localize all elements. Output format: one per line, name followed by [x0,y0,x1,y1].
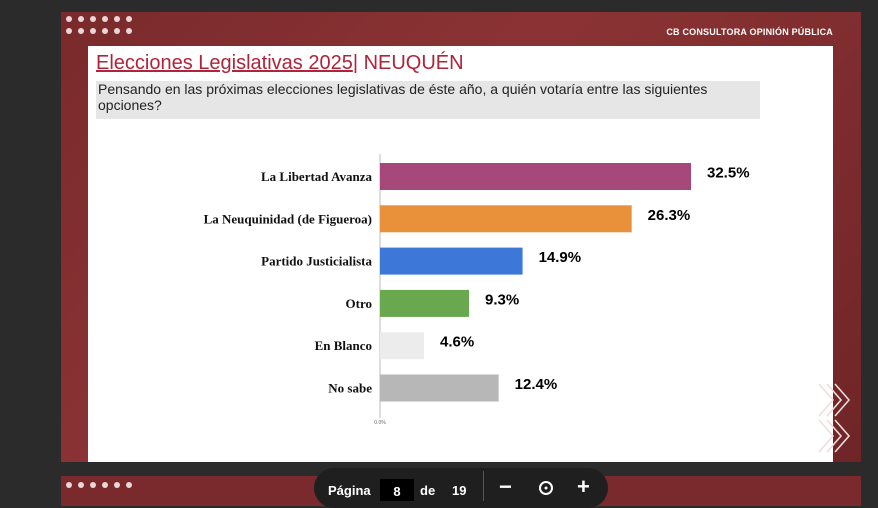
page-title: Elecciones Legislativas 2025| NEUQUÉN [96,52,464,75]
zoom-in-icon[interactable]: + [577,474,590,499]
category-label: Otro [346,296,372,311]
decorative-dots [66,16,132,34]
bar-4 [380,332,425,360]
page-label: Página [328,483,371,498]
slide: CB CONSULTORA OPINIÓN PÚBLICA Elecciones… [61,12,861,462]
category-label: La Neuquinidad (de Figueroa) [204,211,372,226]
category-label: Partido Justicialista [261,254,372,269]
category-label: No sabe [328,381,372,396]
brand-label: CB CONSULTORA OPINIÓN PÚBLICA [666,27,833,37]
value-label: 26.3% [648,207,691,224]
bar-5 [380,374,499,402]
value-label: 12.4% [515,376,558,393]
content-card: Elecciones Legislativas 2025| NEUQUÉN Pe… [88,46,833,462]
page-number-input[interactable]: 8 [380,479,414,501]
title-region: | NEUQUÉN [352,52,464,74]
category-label: La Libertad Avanza [261,169,372,184]
zoom-fit-icon[interactable] [538,478,554,500]
decorative-dots [66,482,132,488]
bar-chart: La Libertad Avanza 32.5% La Neuquinidad (d… [204,154,750,426]
chevron-decoration-icon [818,383,851,453]
value-label: 32.5% [707,165,750,182]
page-total: 19 [452,483,467,498]
bar-1 [380,205,632,233]
title-main: Elecciones Legislativas 2025 [96,52,353,74]
value-label: 4.6% [440,334,474,351]
category-label: En Blanco [315,338,372,353]
zoom-out-icon[interactable]: − [499,474,512,499]
bar-0 [380,163,691,190]
x-tick-label: 0.0% [374,420,386,426]
page-navigator: Página 8 de 19 − + [314,468,608,508]
pager-divider [483,471,484,501]
bar-2 [380,247,523,275]
value-label: 9.3% [485,291,519,308]
survey-question: Pensando en las próximas elecciones legi… [96,81,760,119]
bar-3 [380,289,469,317]
page-of-label: de [420,483,436,498]
value-label: 14.9% [539,249,582,266]
